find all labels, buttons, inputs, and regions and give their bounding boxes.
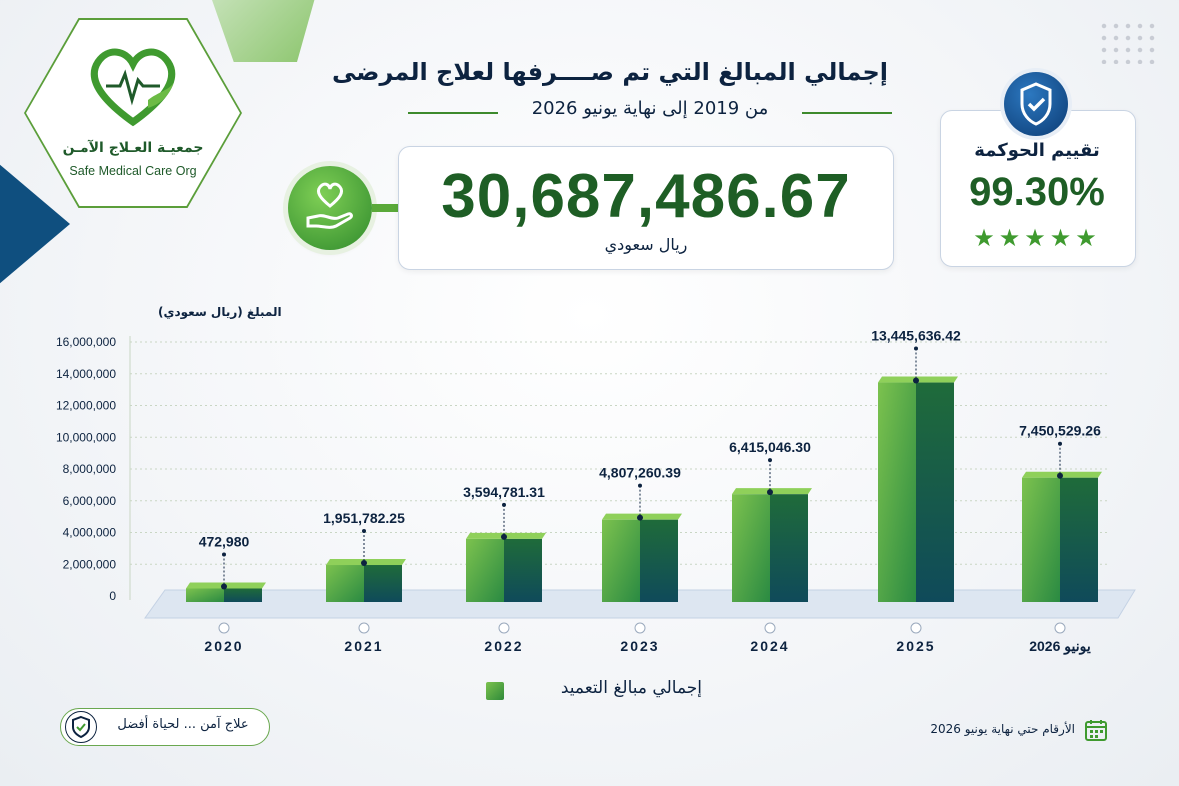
slogan-text: علاج آمن ... لحياة أفضل <box>117 717 249 732</box>
x-tick-label: 2024 <box>750 638 789 654</box>
bar <box>732 494 770 602</box>
value-dot <box>501 533 507 540</box>
x-tick-marker <box>1054 622 1066 634</box>
data-label: 6,415,046.30 <box>729 439 811 455</box>
heart-pulse-logo-icon <box>90 48 176 127</box>
bar-chart: المبلغ (ريال سعودي) 0 2,000,000 4,000,000 6… <box>56 305 1136 655</box>
value-dot-top <box>502 502 506 507</box>
page-title: إجمالي المبالغ التي تم صــــرفها لعلاج ا… <box>331 58 889 86</box>
y-tick-label: 14,000,000 <box>56 367 116 381</box>
bar <box>186 588 224 602</box>
data-label: 3,594,781.31 <box>463 484 545 500</box>
data-label: 4,807,260.39 <box>599 465 681 481</box>
bar <box>326 565 364 602</box>
y-tick-label: 4,000,000 <box>63 526 117 540</box>
governance-value: 99.30% <box>969 170 1105 214</box>
y-tick-label: 10,000,000 <box>56 430 116 444</box>
total-amount-card: 30,687,486.67 ريال سعودي <box>398 146 894 270</box>
value-dot <box>913 377 919 384</box>
bar-side <box>1060 477 1098 602</box>
x-tick-marker <box>218 622 230 634</box>
slogan-pill: علاج آمن ... لحياة أفضل <box>60 708 270 746</box>
data-label: 13,445,636.42 <box>871 328 961 344</box>
value-dot-top <box>768 458 772 463</box>
legend-swatch <box>486 682 504 700</box>
badge-connector <box>372 204 400 212</box>
logo-panel <box>26 20 240 206</box>
bar <box>466 538 504 602</box>
total-amount-value: 30,687,486.67 <box>441 162 851 231</box>
shield-check-icon <box>65 711 97 743</box>
y-tick-label: 0 <box>109 589 116 603</box>
governance-card <box>940 110 1136 267</box>
x-tick-label: 2021 <box>344 638 383 654</box>
x-tick-marker <box>498 622 510 634</box>
y-tick-label: 2,000,000 <box>63 557 117 571</box>
subtitle-divider-right <box>802 112 892 114</box>
org-name-arabic: جمعيـة العـلاج الآمـن <box>62 140 204 156</box>
governance-stars: ★★★★★ <box>973 224 1101 252</box>
bar-side <box>640 519 678 602</box>
y-tick-label: 6,000,000 <box>63 494 117 508</box>
x-tick-label: 2025 <box>896 638 935 654</box>
bar <box>1022 477 1060 602</box>
calendar-icon <box>1085 720 1107 741</box>
y-tick-label: 8,000,000 <box>63 462 117 476</box>
org-name-english: Safe Medical Care Org <box>69 164 197 178</box>
subtitle-row: من 2019 إلى نهاية يونيو 2026 <box>408 98 892 126</box>
data-label: 1,951,782.25 <box>323 510 405 526</box>
value-dot <box>361 560 367 567</box>
y-tick-label: 12,000,000 <box>56 399 116 413</box>
data-label: 7,450,529.26 <box>1019 423 1101 439</box>
shield-check-icon <box>1004 72 1068 136</box>
data-label: 472,980 <box>199 533 250 549</box>
bar-side <box>364 565 402 602</box>
value-dot <box>1057 472 1063 479</box>
value-dot-top <box>362 529 366 534</box>
value-dot <box>221 583 227 590</box>
decorative-green-shape <box>205 0 320 62</box>
page-subtitle: من 2019 إلى نهاية يونيو 2026 <box>531 98 769 119</box>
x-tick-marker <box>634 622 646 634</box>
x-tick-label: 2022 <box>484 638 523 654</box>
legend-label: إجمالي مبالغ التعميد <box>560 678 702 698</box>
value-dot-top <box>914 346 918 351</box>
x-tick-marker <box>910 622 922 634</box>
subtitle-divider-left <box>408 112 498 114</box>
bar-side <box>224 588 262 602</box>
value-dot-top <box>638 483 642 488</box>
bar <box>602 519 640 602</box>
x-tick-marker <box>358 622 370 634</box>
data-note: الأرقام حتي نهاية يونيو 2026 <box>920 718 1116 742</box>
value-dot <box>767 489 773 496</box>
y-axis-label: المبلغ (ريال سعودي) <box>158 305 282 320</box>
governance-label: تقييم الحوكمة <box>974 140 1100 161</box>
data-note-text: الأرقام حتي نهاية يونيو 2026 <box>930 722 1075 736</box>
x-tick-label: 2023 <box>620 638 659 654</box>
x-tick-marker <box>764 622 776 634</box>
bar-side <box>916 382 954 602</box>
bar-side <box>504 538 542 602</box>
value-dot <box>637 514 643 521</box>
value-dot-top <box>1058 441 1062 446</box>
y-tick-label: 16,000,000 <box>56 335 116 349</box>
bar <box>878 382 916 602</box>
decorative-dots <box>1098 20 1160 64</box>
value-dot-top <box>222 552 226 557</box>
hand-heart-icon <box>288 166 372 250</box>
total-amount-unit: ريال سعودي <box>604 235 688 254</box>
chart-legend: إجمالي مبالغ التعميد <box>482 678 702 706</box>
bar-side <box>770 494 808 602</box>
x-tick-label: 2020 <box>204 638 243 654</box>
x-tick-label: يونيو 2026 <box>1029 638 1091 655</box>
